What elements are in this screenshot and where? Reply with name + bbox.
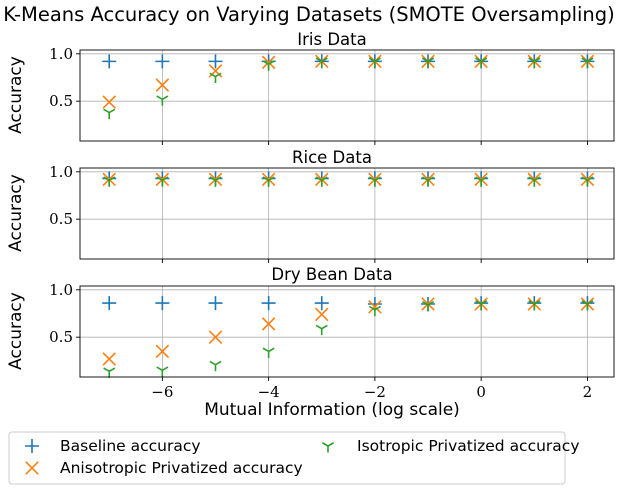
x-tick-label: 2 bbox=[583, 383, 593, 401]
data-point-tri bbox=[475, 300, 488, 311]
data-point-x bbox=[368, 300, 382, 314]
y-tick-label: 1.0 bbox=[49, 45, 73, 63]
data-point-x bbox=[208, 172, 223, 187]
data-point-tri bbox=[315, 176, 328, 187]
data-point-x bbox=[102, 172, 116, 187]
data-point-tri bbox=[475, 57, 488, 68]
data-point-tri bbox=[156, 366, 169, 377]
legend-frame bbox=[8, 431, 566, 485]
data-point-x bbox=[155, 344, 170, 359]
y-tick-label: 1.0 bbox=[49, 163, 73, 181]
data-point-tri bbox=[156, 95, 169, 106]
data-point-x bbox=[261, 172, 276, 187]
data-point-tri bbox=[209, 176, 222, 187]
legend-label: Anisotropic Privatized accuracy bbox=[60, 459, 303, 477]
legend-marker-tri bbox=[321, 442, 335, 453]
data-point-tri bbox=[422, 176, 435, 187]
y-axis-label: Accuracy bbox=[6, 56, 26, 134]
data-point-tri bbox=[528, 57, 541, 68]
data-point-plus bbox=[155, 54, 170, 69]
data-point-x bbox=[261, 317, 276, 331]
data-point-tri bbox=[315, 324, 328, 336]
data-point-tri bbox=[422, 57, 435, 68]
legend-marker-x bbox=[25, 461, 39, 475]
data-point-plus bbox=[314, 296, 329, 311]
y-tick-label: 1.0 bbox=[49, 281, 73, 299]
data-point-tri bbox=[581, 176, 594, 187]
panel-title: Iris Data bbox=[297, 30, 366, 49]
data-point-plus bbox=[208, 54, 223, 69]
panel-iris: Iris Data Accuracy 0.5 1.0 bbox=[6, 30, 615, 145]
data-point-x bbox=[421, 297, 435, 311]
data-point-x bbox=[368, 172, 382, 187]
figure-title: K-Means Accuracy on Varying Datasets (SM… bbox=[3, 3, 615, 26]
data-point-plus bbox=[155, 296, 170, 311]
data-point-tri bbox=[475, 176, 488, 187]
data-point-tri bbox=[262, 347, 275, 358]
data-point-x bbox=[155, 172, 170, 187]
x-axis-label: Mutual Information (log scale) bbox=[204, 400, 460, 420]
data-point-x bbox=[314, 172, 329, 187]
data-point-tri bbox=[581, 300, 594, 311]
data-point-tri bbox=[103, 367, 116, 378]
data-point-x bbox=[580, 172, 595, 187]
data-point-tri bbox=[368, 57, 381, 68]
plot-frame bbox=[79, 285, 615, 378]
legend: Baseline accuracy Isotropic Privatized ac… bbox=[8, 431, 580, 485]
plot-frame bbox=[79, 49, 615, 142]
y-tick-label: 0.5 bbox=[49, 328, 73, 346]
y-tick-label: 0.5 bbox=[49, 210, 73, 228]
data-point-x bbox=[155, 78, 170, 92]
y-axis-label: Accuracy bbox=[6, 292, 26, 370]
data-point-tri bbox=[103, 108, 116, 120]
data-point-tri bbox=[156, 176, 169, 187]
x-tick-label: −2 bbox=[364, 383, 386, 401]
data-point-tri bbox=[528, 176, 541, 187]
data-point-plus bbox=[367, 297, 382, 312]
data-point-tri bbox=[422, 301, 435, 312]
data-point-x bbox=[527, 172, 542, 187]
data-point-x bbox=[261, 55, 276, 70]
x-tick-label: −4 bbox=[258, 383, 280, 401]
legend-label: Baseline accuracy bbox=[60, 437, 201, 455]
data-point-tri bbox=[209, 72, 222, 84]
data-point-tri bbox=[262, 176, 275, 187]
data-point-tri bbox=[103, 176, 116, 187]
legend-item: Baseline accuracy bbox=[25, 437, 201, 455]
data-point-x bbox=[314, 307, 329, 322]
data-point-tri bbox=[209, 360, 222, 372]
data-point-tri bbox=[315, 57, 328, 68]
panel-title: Dry Bean Data bbox=[271, 265, 392, 284]
data-point-plus bbox=[261, 296, 276, 311]
data-point-tri bbox=[368, 176, 381, 187]
panel-rice: Rice Data Accuracy 0.5 1.0 bbox=[6, 148, 615, 263]
panel-dry-bean: Dry Bean Data Accuracy −6 −4 −2 0 2 0.5 1.0 bbox=[6, 265, 615, 401]
data-point-x bbox=[421, 172, 435, 187]
data-point-tri bbox=[368, 305, 381, 317]
data-point-plus bbox=[208, 296, 223, 311]
data-point-plus bbox=[102, 296, 117, 311]
data-point-x bbox=[208, 330, 223, 344]
data-point-plus bbox=[102, 54, 117, 69]
x-tick-label: −6 bbox=[151, 383, 173, 401]
y-tick-label: 0.5 bbox=[49, 92, 73, 110]
data-point-x bbox=[474, 172, 488, 187]
data-point-tri bbox=[262, 60, 275, 71]
legend-label: Isotropic Privatized accuracy bbox=[357, 437, 580, 455]
legend-marker-plus bbox=[25, 439, 39, 453]
panel-title: Rice Data bbox=[292, 148, 372, 167]
y-axis-label: Accuracy bbox=[6, 174, 26, 252]
legend-item: Anisotropic Privatized accuracy bbox=[25, 459, 303, 477]
data-point-tri bbox=[581, 57, 594, 68]
x-tick-label: 0 bbox=[476, 383, 486, 401]
data-point-x bbox=[102, 95, 116, 109]
data-point-x bbox=[102, 352, 116, 366]
data-point-tri bbox=[528, 300, 541, 311]
legend-item: Isotropic Privatized accuracy bbox=[321, 437, 580, 455]
plot-frame bbox=[79, 167, 615, 260]
